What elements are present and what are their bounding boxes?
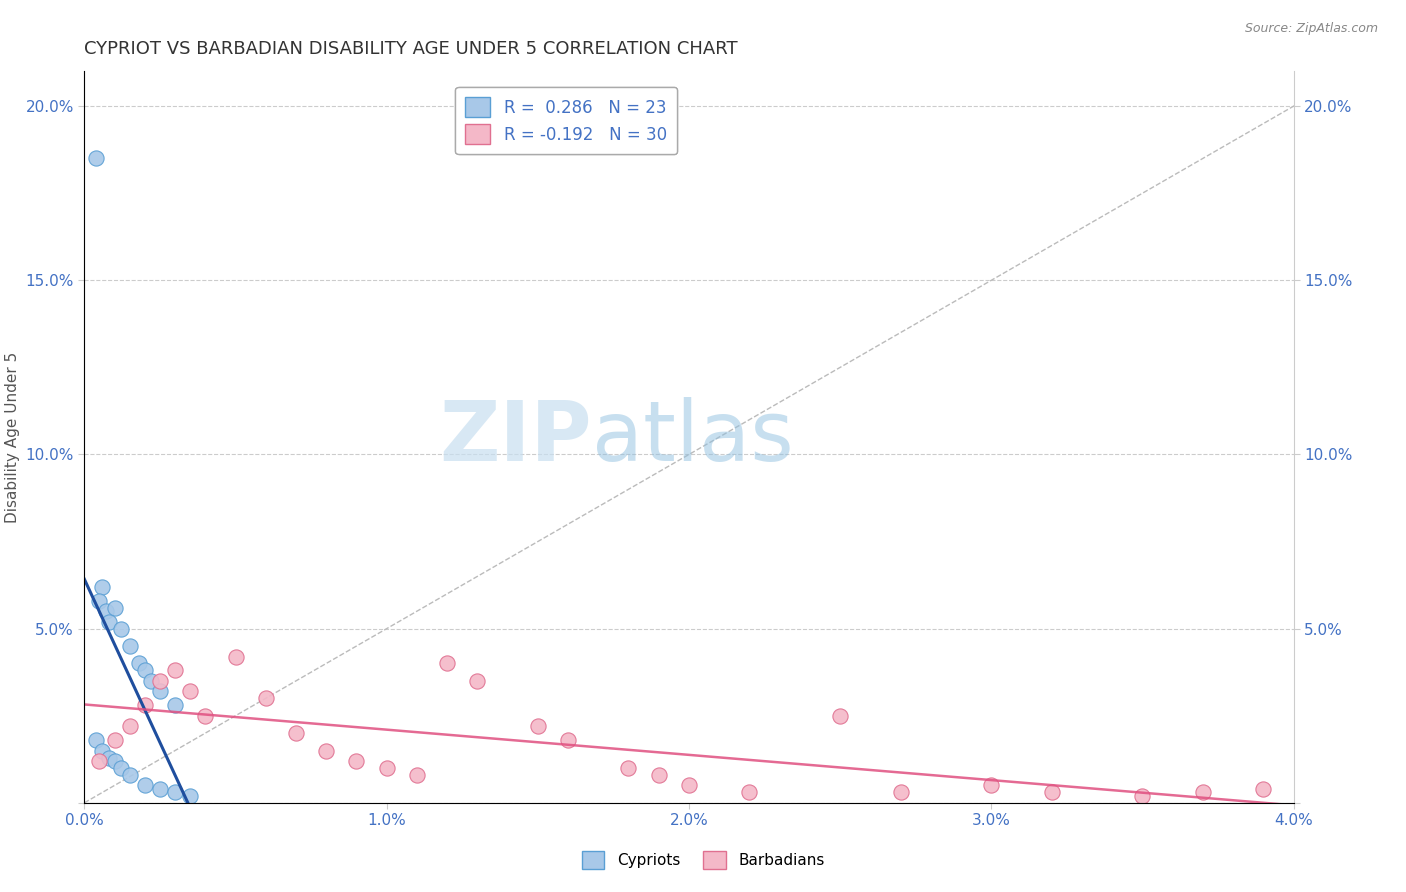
Text: CYPRIOT VS BARBADIAN DISABILITY AGE UNDER 5 CORRELATION CHART: CYPRIOT VS BARBADIAN DISABILITY AGE UNDE… xyxy=(84,40,738,58)
Point xyxy=(557,733,579,747)
Point xyxy=(980,778,1002,792)
Point xyxy=(118,768,141,782)
Point xyxy=(134,664,156,678)
Point xyxy=(104,733,127,747)
Point xyxy=(254,691,277,706)
Point xyxy=(830,708,852,723)
Point xyxy=(527,719,550,733)
Point xyxy=(285,726,308,740)
Point xyxy=(194,708,217,723)
Legend: R =  0.286   N = 23, R = -0.192   N = 30: R = 0.286 N = 23, R = -0.192 N = 30 xyxy=(456,87,676,154)
Point xyxy=(738,785,761,799)
Point xyxy=(225,649,247,664)
Point xyxy=(149,781,172,796)
Point xyxy=(1253,781,1275,796)
Point xyxy=(97,750,120,764)
Point xyxy=(110,622,132,636)
Point xyxy=(436,657,458,671)
Point xyxy=(86,152,108,166)
Point xyxy=(89,754,111,768)
Point xyxy=(104,754,127,768)
Text: ZIP: ZIP xyxy=(440,397,592,477)
Point xyxy=(89,594,111,608)
Point xyxy=(86,733,108,747)
Point xyxy=(91,743,114,757)
Point xyxy=(890,785,912,799)
Point xyxy=(315,743,337,757)
Text: atlas: atlas xyxy=(592,397,794,477)
Point xyxy=(1132,789,1154,803)
Point xyxy=(467,673,489,688)
Point xyxy=(179,789,201,803)
Point xyxy=(128,657,150,671)
Point xyxy=(179,684,201,698)
Point xyxy=(1192,785,1215,799)
Point xyxy=(118,719,141,733)
Point xyxy=(678,778,700,792)
Point xyxy=(165,785,187,799)
Point xyxy=(104,600,127,615)
Point xyxy=(139,673,162,688)
Text: Source: ZipAtlas.com: Source: ZipAtlas.com xyxy=(1244,22,1378,36)
Point xyxy=(165,664,187,678)
Point xyxy=(149,684,172,698)
Point xyxy=(118,639,141,653)
Point xyxy=(91,580,114,594)
Point xyxy=(648,768,671,782)
Point xyxy=(97,615,120,629)
Point xyxy=(165,698,187,713)
Point xyxy=(149,673,172,688)
Y-axis label: Disability Age Under 5: Disability Age Under 5 xyxy=(6,351,20,523)
Point xyxy=(346,754,368,768)
Point xyxy=(134,778,156,792)
Point xyxy=(94,604,117,618)
Point xyxy=(134,698,156,713)
Point xyxy=(1040,785,1063,799)
Point xyxy=(406,768,429,782)
Legend: Cypriots, Barbadians: Cypriots, Barbadians xyxy=(575,845,831,875)
Point xyxy=(375,761,398,775)
Point xyxy=(617,761,640,775)
Point xyxy=(110,761,132,775)
